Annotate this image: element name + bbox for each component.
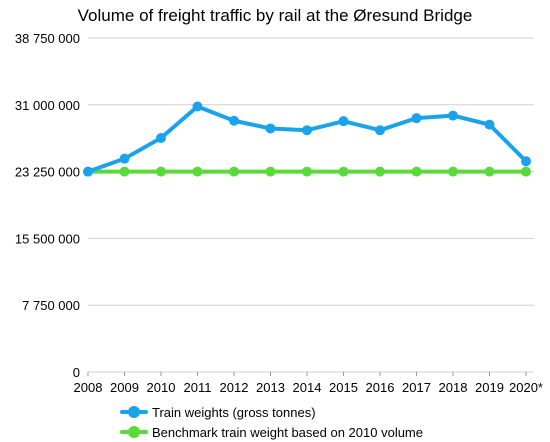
data-point (484, 119, 495, 130)
data-point (448, 166, 458, 177)
data-point (156, 132, 166, 143)
x-tick-label: 2013 (256, 380, 285, 395)
data-point (302, 125, 312, 136)
data-point (192, 101, 203, 112)
legend-marker-green (120, 426, 148, 438)
data-point (156, 166, 166, 177)
x-tick-label: 2014 (293, 380, 322, 395)
y-tick-label: 23 250 000 (15, 165, 80, 180)
legend-label-benchmark: Benchmark train weight based on 2010 vol… (152, 424, 423, 440)
data-point (192, 166, 203, 177)
x-tick-label: 2011 (184, 380, 212, 395)
series-line-0 (86, 104, 528, 174)
data-point (411, 113, 422, 124)
legend-label-train-weights: Train weights (gross tonnes) (152, 404, 316, 420)
x-tick-label: 2010 (147, 380, 176, 395)
gridlines (88, 37, 534, 373)
x-tick-label: 2016 (366, 380, 395, 395)
x-tick-label: 2019 (475, 380, 504, 395)
y-tick-label: 31 000 000 (15, 98, 80, 113)
data-point (411, 166, 422, 177)
data-point (119, 153, 130, 164)
y-tick-label: 15 500 000 (15, 231, 80, 246)
legend-item-train-weights: Train weights (gross tonnes) (120, 402, 423, 422)
data-point (265, 166, 276, 177)
y-axis: 0 7 750 000 15 500 000 23 250 000 31 000 000… (15, 31, 80, 380)
data-point (302, 166, 312, 177)
legend: Train weights (gross tonnes) Benchmark t… (120, 402, 423, 442)
data-point (338, 116, 349, 127)
legend-item-benchmark: Benchmark train weight based on 2010 vol… (120, 422, 423, 442)
data-point (265, 123, 276, 134)
data-point (375, 125, 385, 136)
x-axis: 2008 2009 2010 2011 2012 2013 2014 2015 2016 2017… (74, 372, 543, 395)
chart-title: Volume of freight traffic by rail at the… (77, 6, 473, 25)
data-point (521, 166, 531, 177)
data-point (484, 166, 495, 177)
x-tick-label: 2018 (439, 380, 468, 395)
series-group (83, 101, 531, 177)
legend-marker-blue (120, 406, 148, 418)
data-point (338, 166, 349, 177)
x-tick-label: 2017 (402, 380, 431, 395)
data-point (229, 115, 239, 126)
x-tick-label: 2015 (329, 380, 358, 395)
x-tick-label: 2008 (74, 380, 103, 395)
data-point (521, 156, 531, 167)
data-point (448, 110, 458, 121)
y-tick-label: 7 750 000 (22, 298, 80, 313)
x-tick-label: 2012 (220, 380, 249, 395)
data-point (375, 166, 385, 177)
data-point (229, 166, 239, 177)
y-tick-label: 38 750 000 (15, 31, 80, 46)
data-point (83, 166, 93, 177)
x-tick-label: 2020* (509, 380, 543, 395)
y-tick-label: 0 (73, 365, 80, 380)
x-tick-label: 2009 (110, 380, 139, 395)
data-point (119, 166, 130, 177)
